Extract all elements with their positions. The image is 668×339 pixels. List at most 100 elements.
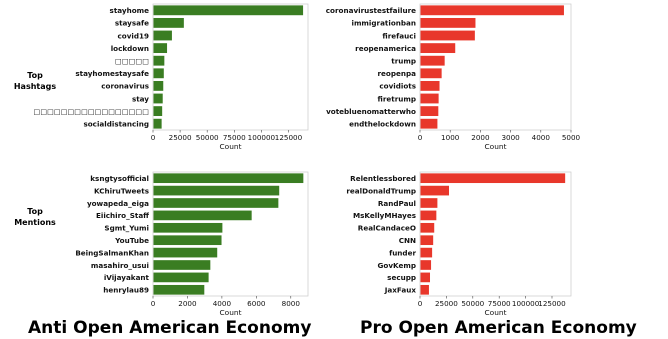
- bar: [153, 5, 304, 16]
- x-tick-label: 0: [418, 133, 423, 142]
- x-tick-label: 75000: [223, 133, 246, 142]
- bar: [153, 185, 280, 196]
- bar: [420, 118, 438, 129]
- bar: [153, 210, 252, 221]
- x-tick-label: 125000: [538, 299, 566, 308]
- x-tick-label: 2000: [178, 299, 197, 308]
- category-label: RandPaul: [378, 199, 416, 208]
- row-label-top-hashtags: Top Hashtags: [5, 70, 65, 92]
- x-tick-label: 100000: [512, 299, 540, 308]
- x-axis-label: Count: [220, 142, 242, 151]
- bar: [420, 93, 439, 104]
- bar: [153, 247, 218, 258]
- x-tick-label: 4000: [532, 133, 551, 142]
- bar: [420, 235, 434, 246]
- category-label: votebluenomatterwho: [326, 107, 416, 116]
- category-label: stayhomestaysafe: [75, 69, 149, 78]
- category-label: firetrump: [378, 94, 416, 103]
- bar: [153, 30, 172, 41]
- category-label: covidiots: [379, 82, 416, 91]
- bar: [153, 260, 211, 270]
- category-label: stay: [132, 94, 149, 103]
- category-label: endthelockdown: [349, 120, 416, 129]
- category-label: socialdistancing: [83, 120, 149, 129]
- bar: [420, 5, 564, 16]
- category-label: lockdown: [111, 44, 149, 53]
- category-label: firefauci: [382, 31, 416, 40]
- x-tick-label: 0: [418, 299, 423, 308]
- bar: [420, 30, 475, 41]
- bar: [420, 80, 440, 91]
- bar: [153, 222, 223, 233]
- category-label: staysafe: [115, 19, 149, 28]
- x-axis-label: Count: [485, 308, 507, 317]
- x-tick-label: 25000: [435, 299, 458, 308]
- x-tick-label: 8000: [282, 299, 301, 308]
- category-label: BeingSalmanKhan: [75, 248, 149, 257]
- category-label: MsKellyMHayes: [353, 211, 416, 220]
- category-label: masahiro_usui: [91, 261, 149, 270]
- bar: [153, 198, 279, 208]
- bar: [153, 106, 163, 117]
- bar: [153, 118, 162, 129]
- x-tick-label: 50000: [461, 299, 484, 308]
- x-tick-label: 3000: [501, 133, 520, 142]
- bar: [153, 80, 164, 91]
- category-label: stayhome: [110, 6, 150, 15]
- category-label: Sgmt_Yumi: [104, 224, 149, 233]
- plot-frame: [152, 171, 309, 297]
- category-label: KChiruTweets: [94, 186, 149, 195]
- category-label: secupp: [387, 273, 416, 282]
- bar: [420, 185, 450, 196]
- bar: [153, 272, 209, 283]
- x-tick-label: 2000: [471, 133, 490, 142]
- bar: [153, 17, 184, 28]
- row-label-line-2: Mentions: [14, 218, 56, 227]
- bar: [420, 247, 433, 258]
- bar: [420, 68, 442, 79]
- x-axis-label: Count: [485, 142, 507, 151]
- category-label: □□□□□□□□□□□□□□□□□: [34, 107, 149, 116]
- x-tick-label: 25000: [169, 133, 192, 142]
- x-tick-label: 0: [151, 133, 156, 142]
- category-label: YouTube: [114, 236, 149, 245]
- bar: [153, 284, 205, 295]
- category-label: coronavirustestfailure: [326, 6, 416, 15]
- category-label: iVijayakant: [104, 273, 150, 282]
- bar: [420, 222, 435, 233]
- plot-frame: [419, 3, 572, 131]
- column-title-pro: Pro Open American Economy: [360, 318, 637, 338]
- row-label-line-1: Top: [27, 71, 43, 80]
- category-label: trump: [391, 57, 416, 66]
- bar: [420, 260, 432, 270]
- bar: [420, 17, 476, 28]
- category-label: Relentlessbored: [350, 174, 416, 183]
- x-tick-label: 6000: [247, 299, 266, 308]
- category-label: reopenpa: [378, 69, 417, 78]
- category-label: covid19: [118, 31, 150, 40]
- category-label: henrylau89: [103, 286, 149, 295]
- bar: [153, 55, 165, 66]
- category-label: realDonaldTrump: [346, 186, 416, 195]
- category-label: reopenamerica: [355, 44, 416, 53]
- x-tick-label: 125000: [275, 133, 303, 142]
- x-tick-label: 100000: [248, 133, 276, 142]
- category-label: funder: [389, 248, 416, 257]
- x-tick-label: 5000: [562, 133, 581, 142]
- category-label: JaxFaux: [384, 286, 417, 295]
- category-label: immigrationban: [351, 19, 416, 28]
- bar: [420, 43, 456, 54]
- bar: [153, 68, 164, 79]
- category-label: yowapeda_eiga: [87, 199, 149, 208]
- x-tick-label: 4000: [213, 299, 232, 308]
- x-tick-label: 75000: [488, 299, 511, 308]
- bar: [153, 93, 163, 104]
- row-label-line-1: Top: [27, 207, 43, 216]
- bar: [420, 284, 429, 295]
- bar: [420, 55, 445, 66]
- plot-frame: [152, 3, 309, 131]
- bar: [420, 173, 566, 184]
- bar: [153, 173, 304, 184]
- category-label: CNN: [399, 236, 416, 245]
